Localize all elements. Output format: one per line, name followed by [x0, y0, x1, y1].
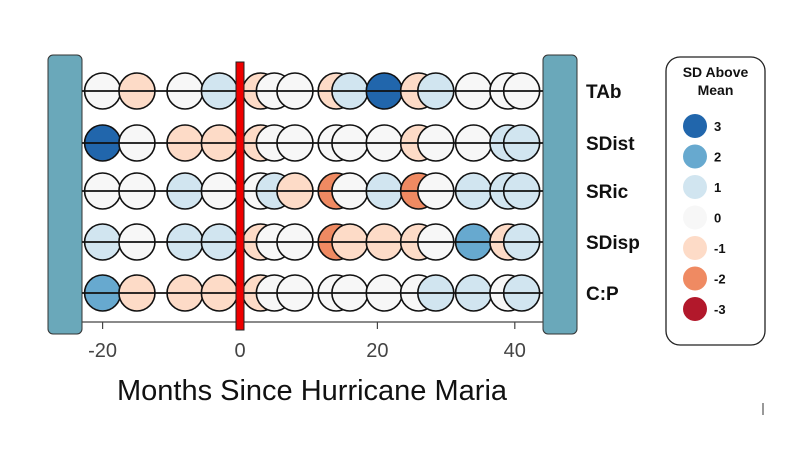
row-label: SDisp: [586, 233, 640, 254]
legend-title-line2: Mean: [698, 82, 734, 98]
legend-swatch: [683, 114, 707, 138]
legend-swatch: [683, 175, 707, 199]
x-tick-label: 20: [366, 340, 388, 362]
row-sdisp: SDisp: [82, 223, 640, 261]
row-sdist: SDist: [82, 124, 635, 162]
legend-label: 3: [714, 119, 721, 134]
x-tick-label: 0: [234, 340, 245, 362]
row-label: SDist: [586, 134, 635, 155]
row-cp: C:P: [82, 274, 619, 312]
legend-swatch: [683, 205, 707, 230]
x-tick-label: 40: [504, 340, 526, 362]
legend-label: -3: [714, 302, 726, 317]
hurricane-reference-line: [235, 61, 245, 331]
legend-swatch: [683, 236, 707, 260]
row-tab: TAb: [82, 72, 622, 110]
legend-label: 2: [714, 150, 721, 165]
row-sric: SRic: [82, 172, 629, 210]
legend: SD Above Mean 3 2 1 0 -1 -2 -3: [665, 56, 766, 346]
row-label: TAb: [586, 82, 622, 103]
x-tick-label: -20: [88, 340, 117, 362]
legend-swatch: [683, 144, 707, 169]
legend-swatch: [683, 266, 707, 291]
legend-label: 1: [714, 180, 721, 195]
right-frame-bar: [542, 54, 578, 335]
x-axis-label: Months Since Hurricane Maria: [117, 375, 508, 407]
row-label: C:P: [586, 284, 619, 305]
legend-swatch: [683, 297, 707, 321]
left-frame-bar: [47, 54, 83, 335]
legend-label: -1: [714, 241, 726, 256]
legend-title-line1: SD Above: [683, 64, 749, 80]
legend-label: 0: [714, 211, 721, 226]
row-label: SRic: [586, 182, 629, 203]
legend-label: -2: [714, 272, 726, 287]
